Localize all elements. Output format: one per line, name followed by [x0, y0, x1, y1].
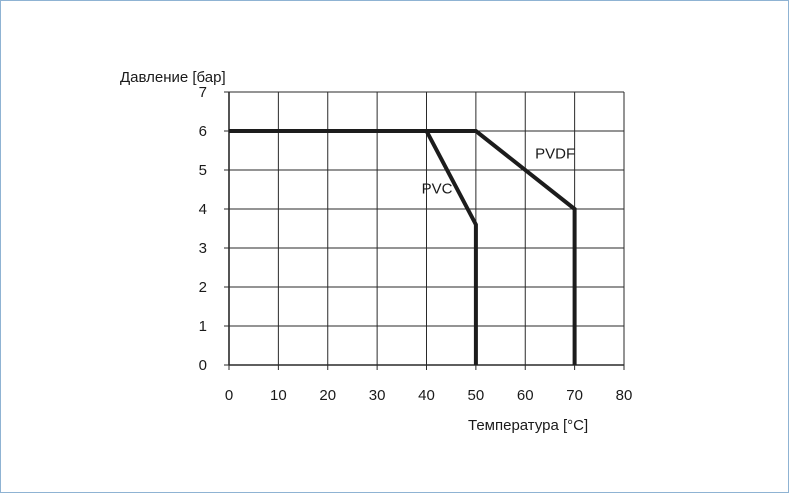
- x-tick-label-80: 80: [616, 387, 633, 404]
- y-tick-label-3: 3: [199, 240, 207, 257]
- y-tick-label-7: 7: [199, 84, 207, 101]
- tick-labels: 0 10 20 30 40 50 60 70 80 0 1 2 3 4 5 6 7: [199, 84, 633, 404]
- x-tick-label-20: 20: [319, 387, 336, 404]
- grid: [224, 91, 625, 370]
- series-line-pvdf: [229, 129, 577, 365]
- y-tick-label-1: 1: [199, 318, 207, 335]
- series-group: [229, 129, 577, 365]
- y-tick-label-2: 2: [199, 279, 207, 296]
- series-label-pvdf: PVDF: [535, 145, 575, 162]
- x-tick-label-10: 10: [270, 387, 287, 404]
- y-tick-label-6: 6: [199, 123, 207, 140]
- series-label-pvc: PVC: [422, 180, 453, 197]
- x-tick-label-0: 0: [225, 387, 233, 404]
- x-tick-label-40: 40: [418, 387, 435, 404]
- x-tick-label-60: 60: [517, 387, 534, 404]
- y-axis-label: Давление [бар]: [120, 69, 226, 86]
- y-tick-label-5: 5: [199, 162, 207, 179]
- x-tick-label-30: 30: [369, 387, 386, 404]
- x-tick-label-70: 70: [566, 387, 583, 404]
- series-labels: PVC PVDF: [422, 145, 576, 197]
- y-tick-label-4: 4: [199, 201, 207, 218]
- x-tick-label-50: 50: [468, 387, 485, 404]
- x-axis-label: Температура [°C]: [468, 417, 588, 434]
- y-tick-label-0: 0: [199, 357, 207, 374]
